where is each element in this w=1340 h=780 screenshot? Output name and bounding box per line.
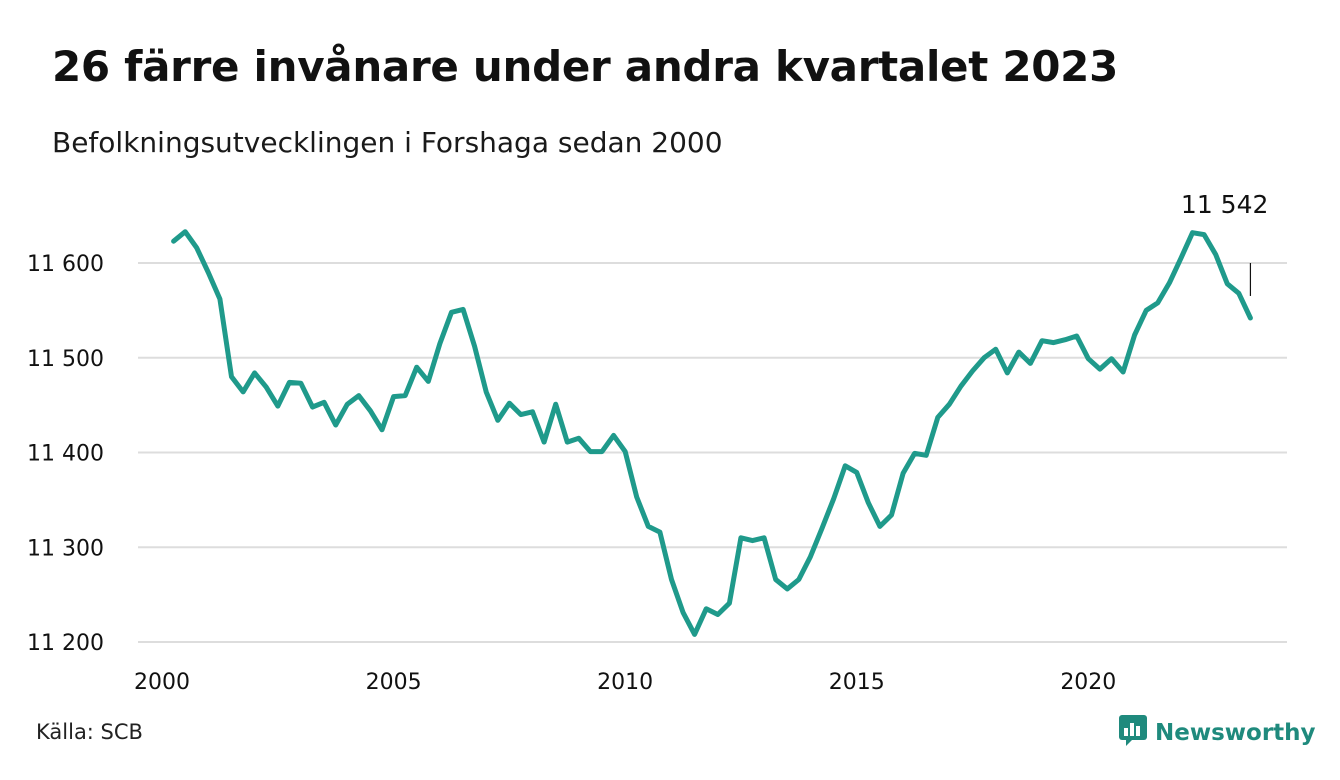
population-line (171, 229, 1253, 637)
newsworthy-logo-icon (1118, 714, 1148, 752)
x-tick-label: 2010 (597, 670, 653, 695)
x-tick-label: 2015 (829, 670, 885, 695)
chart-subtitle: Befolkningsutvecklingen i Forshaga sedan… (52, 126, 723, 159)
chart-title: 26 färre invånare under andra kvartalet … (52, 42, 1119, 91)
y-tick-label: 11 200 (27, 631, 104, 656)
y-tick-label: 11 400 (27, 442, 104, 467)
y-tick-label: 11 500 (27, 347, 104, 372)
y-tick-label: 11 600 (27, 252, 104, 277)
x-tick-label: 2000 (134, 670, 190, 695)
annotation-label: 11 542 (1181, 190, 1268, 219)
source-note: Källa: SCB (36, 720, 143, 744)
x-tick-label: 2005 (366, 670, 422, 695)
brand-name: Newsworthy (1155, 720, 1316, 746)
brand[interactable]: Newsworthy (1118, 714, 1316, 752)
y-tick-label: 11 300 (27, 536, 104, 561)
x-tick-label: 2020 (1060, 670, 1116, 695)
